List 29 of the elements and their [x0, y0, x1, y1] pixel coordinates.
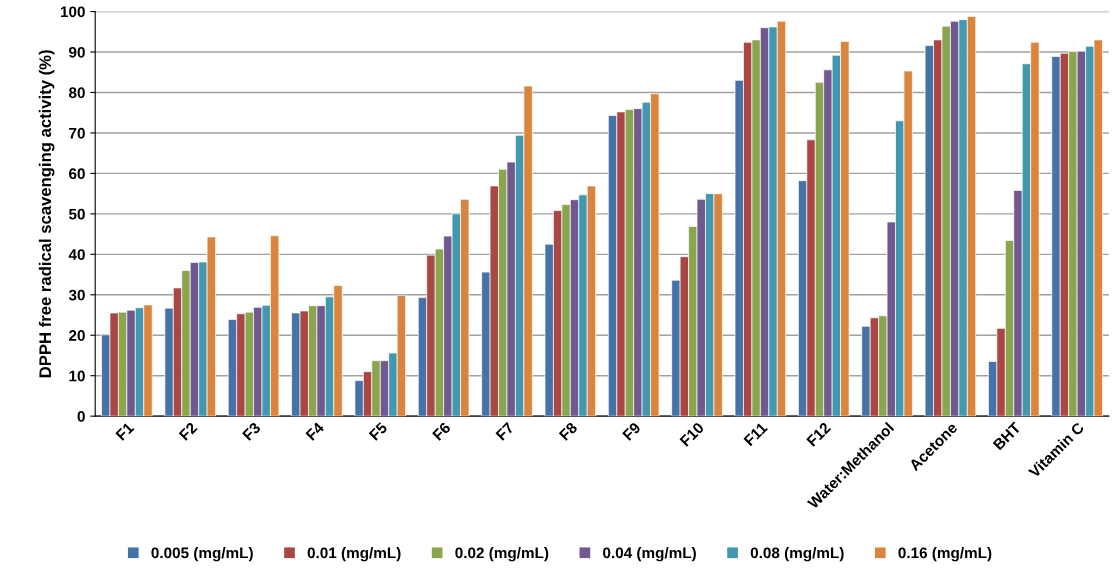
- x-tick-label: F7: [495, 421, 515, 441]
- y-tick-label: 20: [69, 330, 85, 341]
- x-tick-label: F1: [115, 421, 135, 441]
- legend-label: 0.01 (mg/mL): [307, 547, 401, 562]
- x-tick-label: F9: [622, 421, 642, 441]
- y-tick-label: 0: [77, 411, 85, 422]
- y-tick-label: 40: [68, 249, 85, 261]
- y-tick-label: 10: [69, 370, 85, 382]
- x-tick-label: F4: [305, 421, 325, 441]
- y-tick-label: 70: [69, 127, 85, 139]
- x-tick-label: F10: [679, 421, 705, 447]
- legend-label: 0.16 (mg/mL): [898, 547, 992, 562]
- legend-label: 0.04 (mg/mL): [603, 547, 696, 562]
- legend-label: 0.08 (mg/mL): [750, 547, 844, 562]
- y-axis-title: DPPH free radical scavenging activity (%): [38, 50, 55, 378]
- y-tick-label: 60: [69, 168, 85, 180]
- y-tick-label: 100: [60, 6, 85, 18]
- x-tick-label: F2: [178, 421, 198, 441]
- y-tick-label: 80: [68, 87, 85, 99]
- legend-label: 0.02 (mg/mL): [455, 547, 549, 562]
- x-tick-label: F3: [241, 421, 262, 441]
- x-tick-label: F5: [368, 421, 388, 441]
- x-tick-label: F11: [743, 421, 768, 447]
- y-tick-label: 50: [68, 208, 85, 220]
- x-tick-label: F6: [432, 421, 452, 441]
- y-tick-label: 30: [68, 289, 85, 301]
- y-tick-label: 90: [69, 46, 85, 58]
- x-tick-label: F8: [558, 421, 578, 441]
- legend-label: 0.005 (mg/mL): [151, 547, 253, 562]
